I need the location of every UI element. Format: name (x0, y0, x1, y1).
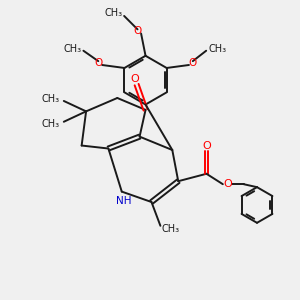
Text: O: O (131, 74, 140, 84)
Text: CH₃: CH₃ (41, 94, 59, 103)
Text: O: O (94, 58, 102, 68)
Text: O: O (224, 179, 233, 189)
Text: CH₃: CH₃ (208, 44, 226, 54)
Text: CH₃: CH₃ (162, 224, 180, 234)
Text: O: O (189, 58, 197, 68)
Text: CH₃: CH₃ (105, 8, 123, 18)
Text: CH₃: CH₃ (41, 119, 59, 129)
Text: CH₃: CH₃ (63, 44, 81, 54)
Text: NH: NH (116, 196, 132, 206)
Text: O: O (134, 26, 142, 36)
Text: O: O (202, 140, 211, 151)
